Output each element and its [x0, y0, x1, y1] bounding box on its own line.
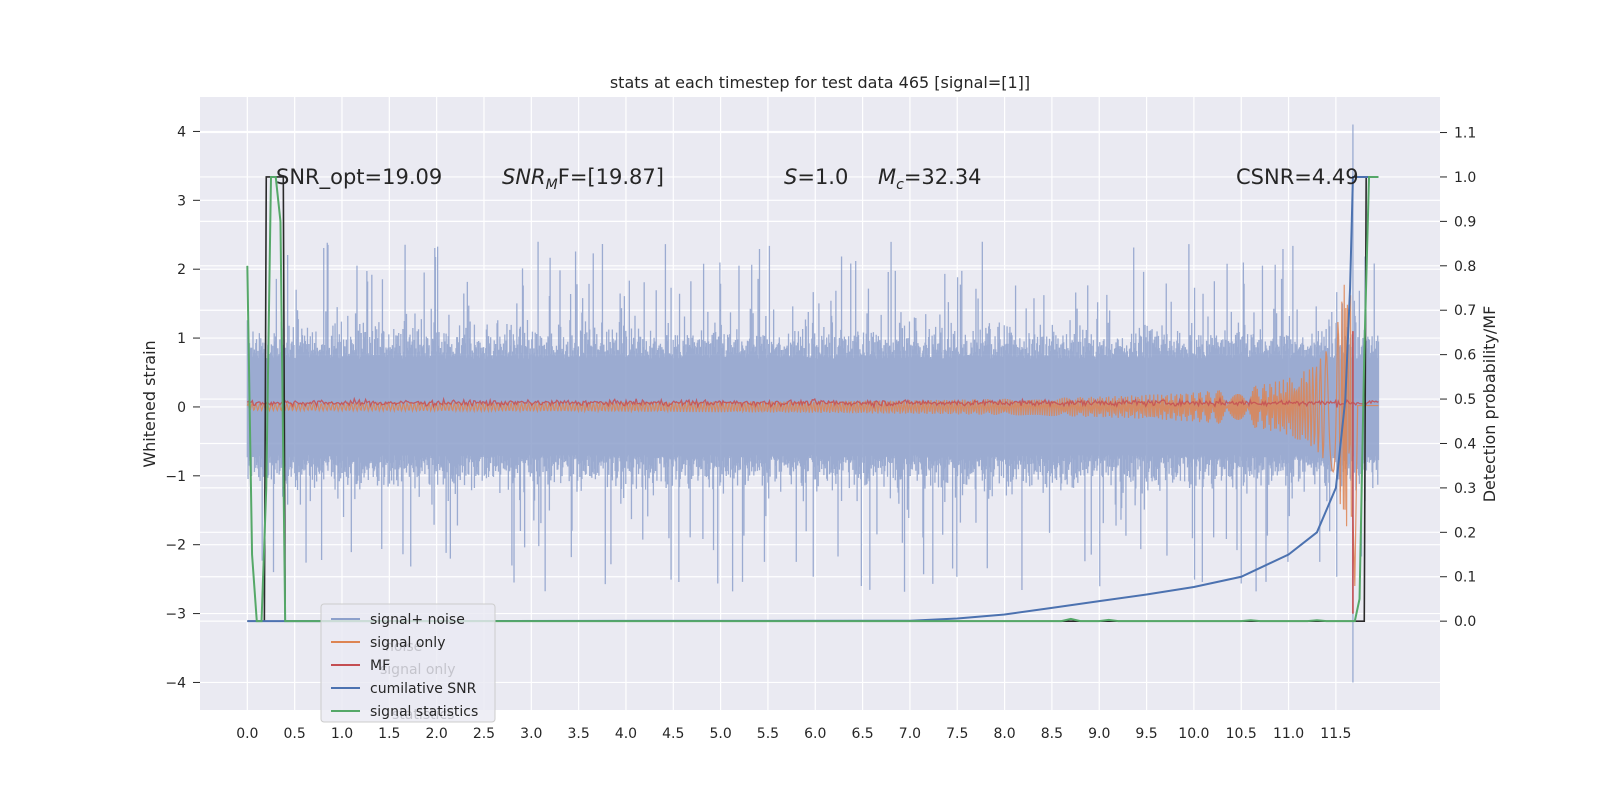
annotation-s-value: =1.0 [797, 165, 848, 189]
legend-label: signal only [370, 635, 445, 651]
y-right-tick-label: 0.9 [1454, 214, 1476, 230]
annotation-snr-mf-symbol: SNR [502, 165, 546, 189]
legend-label: signal statistics [370, 704, 478, 720]
y-tick-label: 4 [177, 124, 186, 140]
y-tick-label: −2 [165, 538, 186, 554]
annotation-mc-symbol: M [878, 165, 896, 189]
annotation-mc-subscript: c [896, 177, 904, 193]
legend-ghost-text: noise [385, 639, 422, 655]
legend-ghost-text: signal only [380, 662, 455, 678]
legend-ghost-text: statistics [392, 707, 454, 723]
annotation-csnr: CSNR=4.49 [1236, 165, 1359, 189]
annotation-snr-mf-value: F=[19.87] [558, 165, 664, 189]
y-tick-label: −1 [165, 469, 186, 485]
y-right-tick-label: 0.5 [1454, 392, 1476, 408]
x-tick-label: 1.5 [378, 726, 400, 742]
x-tick-label: 10.0 [1178, 726, 1209, 742]
y-tick-label: 2 [177, 262, 186, 278]
x-tick-label: 8.0 [993, 726, 1015, 742]
chart-title: stats at each timestep for test data 465… [610, 73, 1030, 92]
y-tick-label: −4 [165, 675, 186, 691]
x-tick-label: 2.5 [473, 726, 495, 742]
legend-label: signal+ noise [370, 612, 465, 628]
series-layer [246, 124, 1380, 683]
legend-ghost-entries: noise signal only statistics [380, 639, 455, 723]
series-signal-only [246, 284, 1379, 587]
x-tick-label: 9.0 [1088, 726, 1110, 742]
y-tick-label: −3 [165, 607, 186, 623]
annotation-snr-opt: SNR_opt=19.09 [276, 165, 442, 190]
x-tick-label: 4.0 [615, 726, 637, 742]
y-tick-label: 1 [177, 331, 186, 347]
x-tick-label: 5.0 [709, 726, 731, 742]
legend-label: cumilative SNR [370, 681, 477, 697]
bottom-axis: 0.0 0.5 1.0 1.5 2.0 2.5 3.0 3.5 4.0 4.5 5.0 5.5 6.0 6… [236, 726, 1351, 742]
series-mf [246, 396, 1379, 410]
x-tick-label: 8.5 [1041, 726, 1063, 742]
legend-box [320, 603, 496, 723]
annotation-s-symbol: S [784, 165, 797, 189]
right-axis: 1.1 1.0 0.9 0.8 0.7 0.6 0.5 0.4 0.3 0.2 0.1 0.0 [1440, 126, 1476, 630]
x-tick-label: 4.5 [662, 726, 684, 742]
y-right-tick-label: 0.0 [1454, 614, 1476, 630]
y-right-tick-label: 1.0 [1454, 170, 1476, 186]
x-tick-label: 2.0 [426, 726, 448, 742]
y-tick-label: 0 [177, 400, 186, 416]
annotation-snr-mf: SNRMF=[19.87] [502, 165, 664, 193]
y-right-tick-label: 0.4 [1454, 436, 1476, 452]
x-tick-label: 7.5 [946, 726, 968, 742]
x-tick-label: 11.5 [1320, 726, 1351, 742]
x-tick-label: 0.0 [236, 726, 258, 742]
x-tick-label: 11.0 [1273, 726, 1304, 742]
x-tick-label: 0.5 [284, 726, 306, 742]
x-tick-label: 3.5 [567, 726, 589, 742]
series-cumulative-snr [247, 175, 1379, 623]
y-right-tick-label: 1.1 [1454, 126, 1476, 142]
annotation-s: S=1.0 [784, 165, 848, 189]
annotation-mc: Mc=32.34 [878, 165, 982, 193]
x-tick-label: 7.0 [899, 726, 921, 742]
annotation-snr-mf-subscript: M [546, 177, 558, 193]
annotations: SNR_opt=19.09 SNRMF=[19.87] S=1.0 Mc=32.… [276, 165, 1359, 193]
x-tick-label: 5.5 [757, 726, 779, 742]
left-axis: 4 3 2 1 0 −1 −2 −3 −4 [165, 124, 200, 691]
y-right-tick-label: 0.7 [1454, 303, 1476, 319]
y-right-tick-label: 0.8 [1454, 259, 1476, 275]
annotation-mc-value: =32.34 [904, 165, 982, 189]
y-tick-label: 3 [177, 193, 186, 209]
y-right-tick-label: 0.3 [1454, 481, 1476, 497]
y-axis-right-title: Detection probability/MF [1480, 306, 1499, 503]
series-signal-statistics [246, 175, 1379, 623]
legend-label: MF [370, 658, 390, 674]
y-right-tick-label: 0.1 [1454, 570, 1476, 586]
y-axis-title: Whitened strain [140, 340, 159, 467]
x-tick-label: 10.5 [1226, 726, 1257, 742]
x-tick-label: 3.0 [520, 726, 542, 742]
y-right-tick-label: 0.2 [1454, 525, 1476, 541]
x-tick-label: 6.5 [851, 726, 873, 742]
x-tick-label: 1.0 [331, 726, 353, 742]
x-tick-label: 6.0 [804, 726, 826, 742]
x-tick-label: 9.5 [1135, 726, 1157, 742]
y-right-tick-label: 0.6 [1454, 348, 1476, 364]
